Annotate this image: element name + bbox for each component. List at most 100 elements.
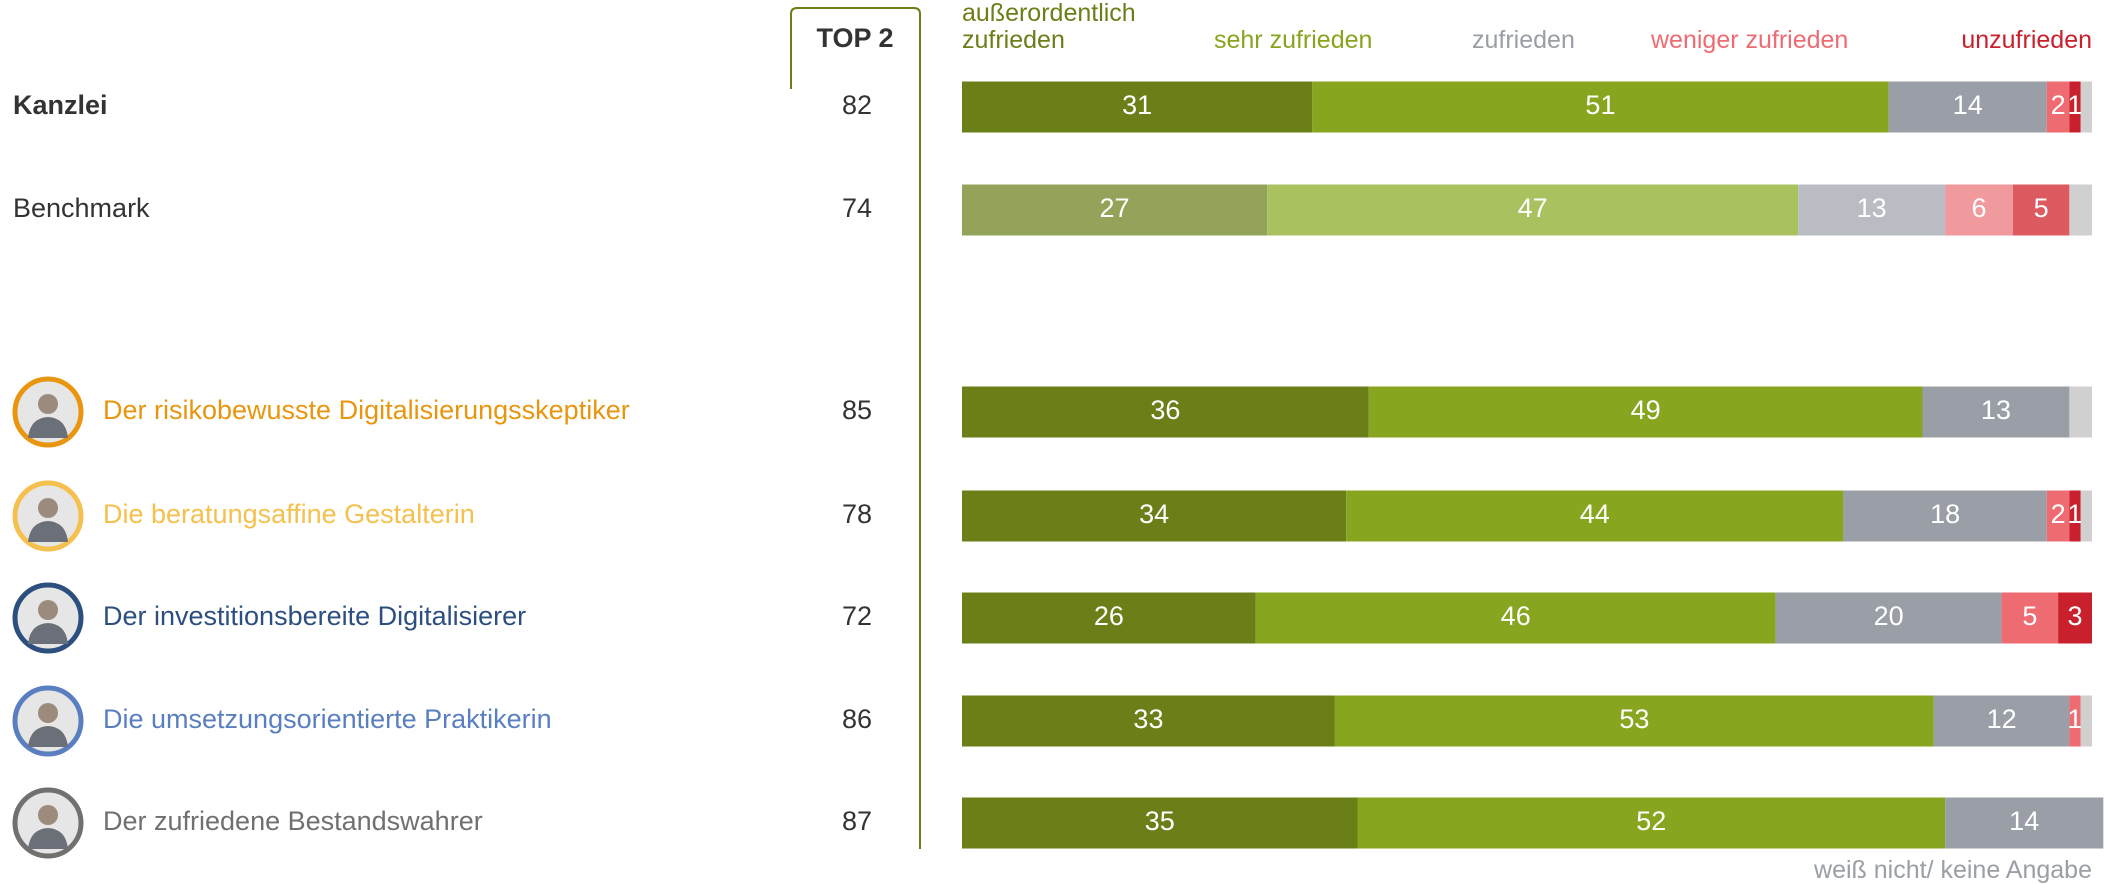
top2-value: 86 — [842, 704, 872, 734]
avatar-head — [38, 394, 58, 414]
top2-frame — [790, 7, 921, 849]
value-label: 49 — [1631, 395, 1661, 425]
top2-value: 78 — [842, 499, 872, 529]
bar-segment — [1888, 81, 2047, 133]
category-label: Die umsetzungsorientierte Praktikerin — [103, 704, 552, 734]
bar-segment — [962, 592, 1256, 644]
top2-header: TOP 2 — [816, 23, 893, 53]
bar-segment — [962, 81, 1313, 133]
value-label: 1 — [2068, 499, 2083, 529]
avatar — [12, 480, 84, 552]
bar-segment — [2080, 81, 2092, 133]
category-label: Der zufriedene Bestandswahrer — [103, 806, 483, 836]
bar-segment — [2069, 184, 2092, 236]
avatar — [12, 685, 84, 757]
value-label: 13 — [1981, 395, 2011, 425]
avatar-head — [38, 600, 58, 620]
value-label: 44 — [1580, 499, 1610, 529]
bar-segment — [1933, 695, 2070, 747]
bar-segment — [2012, 184, 2070, 236]
value-label: 2 — [2051, 90, 2066, 120]
legend-entry: sehr zufrieden — [1214, 26, 1373, 54]
top2-value: 82 — [842, 90, 872, 120]
avatar-head — [38, 703, 58, 723]
value-label: 13 — [1857, 193, 1887, 223]
bar-segment — [1267, 184, 1799, 236]
avatar — [12, 787, 84, 859]
value-label: 2 — [2051, 499, 2066, 529]
legend-entry: unzufrieden — [1961, 26, 2092, 54]
legend-entry: weiß nicht/ keine Angabe — [1814, 856, 2092, 884]
bar-segment — [1922, 386, 2070, 438]
value-label: 36 — [1150, 395, 1180, 425]
avatar-body — [28, 623, 68, 644]
bar-segment — [962, 695, 1335, 747]
bar-segment — [1843, 490, 2047, 542]
legend-entry: zufrieden — [1472, 26, 1575, 54]
bar-segment — [2080, 490, 2092, 542]
value-label: 46 — [1501, 601, 1531, 631]
value-label: 31 — [1122, 90, 1152, 120]
value-label: 35 — [1145, 806, 1175, 836]
category-label: Kanzlei — [13, 90, 108, 120]
bar-segment — [2046, 81, 2070, 133]
bar-segment — [962, 490, 1347, 542]
bar-segment — [1368, 386, 1923, 438]
value-label: 18 — [1930, 499, 1960, 529]
value-label: 51 — [1585, 90, 1615, 120]
value-label: 34 — [1139, 499, 1169, 529]
category-label: Der investitionsbereite Digitalisierer — [103, 601, 526, 631]
category-label: Die beratungsaffine Gestalterin — [103, 499, 475, 529]
top2-value: 85 — [842, 395, 872, 425]
value-label: 20 — [1874, 601, 1904, 631]
value-label: 12 — [1987, 704, 2017, 734]
bar-segment — [1775, 592, 2002, 644]
value-label: 14 — [1953, 90, 1983, 120]
avatar-head — [38, 498, 58, 518]
value-label: 6 — [1971, 193, 1986, 223]
bar-segment — [1346, 490, 1844, 542]
top2-value: 87 — [842, 806, 872, 836]
avatar-body — [28, 521, 68, 542]
avatar — [12, 582, 84, 654]
value-label: 26 — [1094, 601, 1124, 631]
legend-entry: weniger zufrieden — [1651, 26, 1849, 54]
bar-segment — [2069, 386, 2092, 438]
value-label: 33 — [1133, 704, 1163, 734]
value-label: 53 — [1619, 704, 1649, 734]
value-label: 5 — [2034, 193, 2049, 223]
bar-segment — [1334, 695, 1934, 747]
category-label: Der risikobewusste Digitalisierungsskept… — [103, 395, 630, 425]
value-label: 1 — [2068, 704, 2083, 734]
bar-segment — [1357, 797, 1946, 849]
avatar-body — [28, 726, 68, 747]
bar-segment — [1312, 81, 1889, 133]
top2-value: 72 — [842, 601, 872, 631]
avatar-body — [28, 828, 68, 849]
legend-entry: außerordentlich zufrieden — [962, 0, 1136, 54]
bar-segment — [1945, 797, 2104, 849]
bar-segment — [2058, 592, 2092, 644]
value-label: 47 — [1518, 193, 1548, 223]
bar-segment — [1798, 184, 1946, 236]
bar-segment — [1945, 184, 2013, 236]
bar-segment — [2046, 490, 2070, 542]
bar-segment — [2069, 695, 2081, 747]
bar-segment — [2069, 490, 2081, 542]
bar-segment — [962, 797, 1358, 849]
bar-segment — [2080, 695, 2092, 747]
category-label: Benchmark — [13, 193, 150, 223]
value-label: 27 — [1100, 193, 1130, 223]
bar-segment — [2001, 592, 2059, 644]
bar-segment — [2069, 81, 2081, 133]
avatar-head — [38, 805, 58, 825]
avatar-body — [28, 417, 68, 438]
value-label: 1 — [2068, 90, 2083, 120]
bar-segment — [962, 184, 1268, 236]
value-label: 3 — [2068, 601, 2083, 631]
value-label: 5 — [2022, 601, 2037, 631]
avatar — [12, 376, 84, 448]
value-label: 14 — [2009, 806, 2039, 836]
